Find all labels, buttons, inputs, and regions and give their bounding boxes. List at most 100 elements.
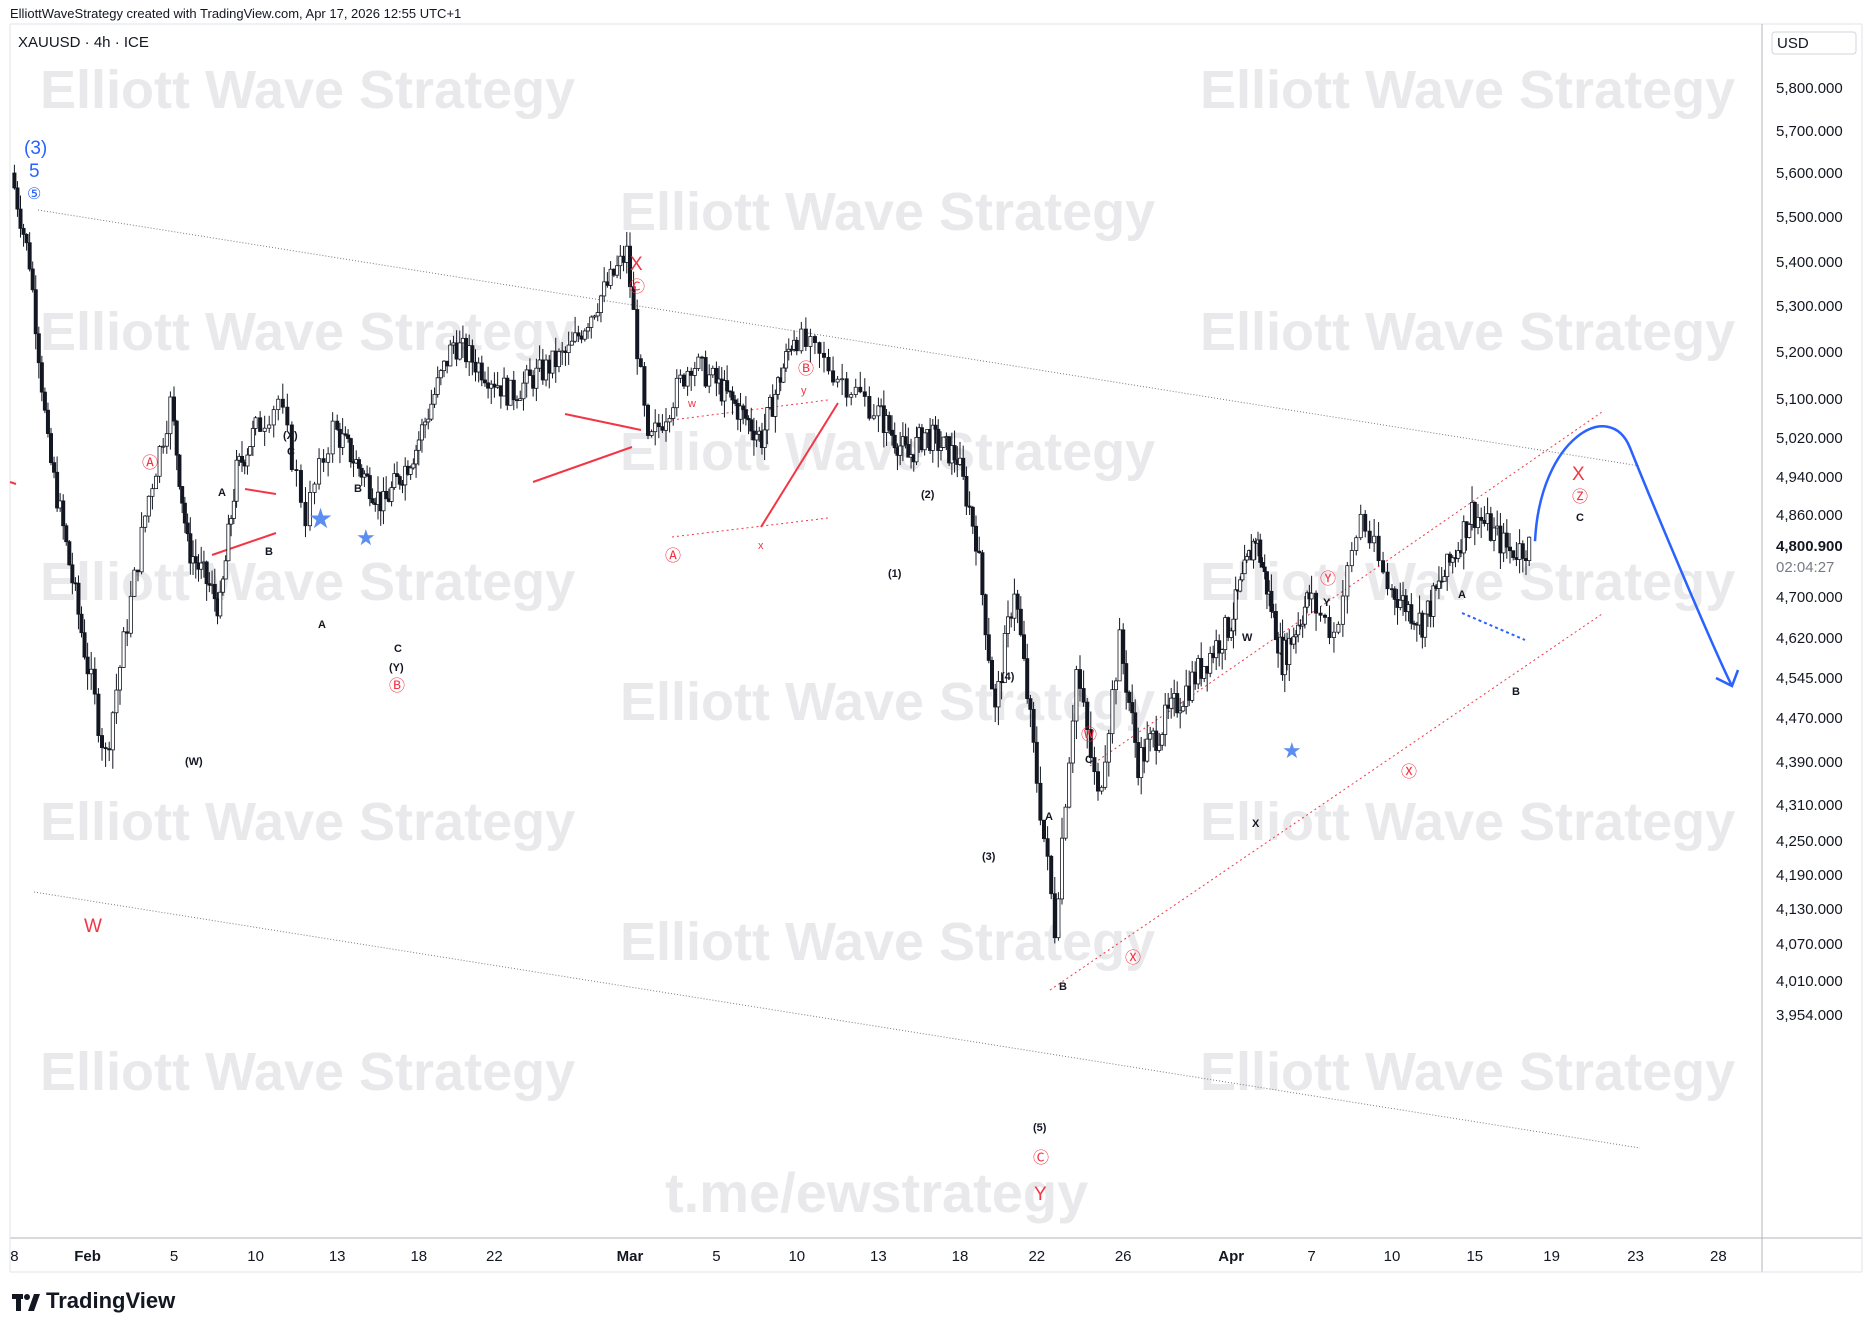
star-icon: ★ <box>308 503 333 534</box>
candle-bear <box>1511 550 1516 558</box>
time-axis[interactable]: 8 Feb 5 10 13 18 22 Mar 5 10 13 18 22 26 Apr 7 10 15 19 23 2… <box>10 1248 1727 1265</box>
candle-bull <box>671 407 676 419</box>
candle-bear <box>803 328 808 347</box>
watermark-brand: Elliott Wave Strategy <box>1200 792 1735 852</box>
candle-bear <box>1018 608 1023 636</box>
candle-bull <box>451 342 456 346</box>
candle-bull <box>150 488 155 497</box>
candle-bull <box>784 351 789 369</box>
wave-label-p2: (2) <box>921 489 935 501</box>
candle-bull <box>678 374 683 379</box>
candle-bear <box>212 583 217 600</box>
candle-bull <box>276 398 281 411</box>
candle-bull <box>1456 550 1461 559</box>
candle-bull <box>667 418 672 423</box>
candle-bear <box>831 370 836 383</box>
brand-watermarks: Elliott Wave Strategy Elliott Wave Strat… <box>40 60 1735 1224</box>
candle-bear <box>30 268 35 291</box>
candle-bull <box>930 424 935 451</box>
candle-bull <box>1148 733 1153 740</box>
candle-bull <box>1296 624 1301 636</box>
candle-bull <box>1291 636 1296 645</box>
candle-bull <box>1063 806 1068 839</box>
candle-bull <box>556 351 561 368</box>
candle-bull <box>408 467 413 475</box>
candle-bear <box>983 594 988 636</box>
candle-bull <box>914 437 919 463</box>
candle-bear <box>479 362 484 381</box>
candle-bear <box>1045 838 1050 857</box>
wave-label-W: W <box>84 916 102 937</box>
candle-bear <box>563 350 568 354</box>
time-tick-label: 19 <box>1543 1248 1560 1265</box>
candle-bull <box>423 421 428 426</box>
candle-bear <box>1175 693 1180 714</box>
wave-labels: (3) 5 ⑤ W Ⓐ (W) (X) C A B A B C (Y) Ⓑ X … <box>24 138 1588 1205</box>
candle-bear <box>367 475 372 500</box>
candle-bear <box>395 473 400 477</box>
candle-bear <box>741 405 746 411</box>
price-axis[interactable]: USD 5,800.000 5,700.000 5,600.000 5,500.000… <box>1771 31 1857 1024</box>
candle-bear <box>397 476 402 485</box>
candle-bear <box>1133 712 1138 743</box>
candle-bull <box>476 362 481 373</box>
candle-bear <box>79 613 84 634</box>
time-tick-label: 15 <box>1466 1248 1483 1265</box>
candle-bear <box>1088 729 1093 758</box>
currency-box[interactable] <box>1771 31 1857 55</box>
candle-bull <box>419 424 424 441</box>
candle-bear <box>733 399 738 404</box>
candle-bear <box>1504 532 1509 548</box>
candle-bull <box>1114 680 1119 691</box>
candle-bull <box>696 356 701 369</box>
candle-bull <box>118 667 123 691</box>
candle-bull <box>411 463 416 469</box>
candle-bear <box>605 281 610 286</box>
candle-bull <box>1354 537 1359 551</box>
candle-bull <box>1423 613 1428 638</box>
candle-bull <box>164 433 169 447</box>
candle-bear <box>961 457 966 477</box>
candle-bull <box>161 445 166 448</box>
candle-bull <box>773 393 778 417</box>
candle-bull <box>589 316 594 328</box>
candle-bear <box>540 359 545 381</box>
wave-label-B: B <box>265 546 273 558</box>
candle-bull <box>502 377 507 397</box>
candle-bear <box>1042 819 1047 840</box>
candle-bull <box>1067 762 1072 808</box>
watermark-brand: Elliott Wave Strategy <box>620 912 1155 972</box>
tradingview-logo[interactable]: TradingView <box>12 1288 175 1314</box>
wave-label-Y: Y <box>1034 1184 1047 1205</box>
candle-bear <box>1262 566 1267 573</box>
wave-label-circle-A: Ⓐ <box>665 547 681 565</box>
candle-bull <box>429 403 434 420</box>
candle-bull <box>569 340 574 346</box>
candle-bear <box>638 358 643 367</box>
candle-bull <box>438 370 443 379</box>
candle-bull <box>1293 634 1298 638</box>
candle-bull <box>754 433 759 441</box>
tradingview-logo-icon <box>12 1292 40 1311</box>
candle-bear <box>1081 688 1086 703</box>
watermark-brand: Elliott Wave Strategy <box>40 60 575 120</box>
trend-line <box>760 402 839 528</box>
candle-bear <box>703 357 708 387</box>
candle-bull <box>416 439 421 451</box>
candle-bear <box>1514 557 1519 560</box>
candle-bull <box>234 459 239 502</box>
candle-bear <box>33 289 38 335</box>
candle-bull <box>1527 536 1532 562</box>
price-tick-label: 4,620.000 <box>1776 630 1843 647</box>
candle-bull <box>245 454 250 467</box>
candle-bear <box>794 339 799 352</box>
candle-bear <box>64 525 69 543</box>
candle-bear <box>1031 708 1036 743</box>
candle-bull <box>524 369 529 384</box>
candle-bull <box>253 417 258 429</box>
candle-bull <box>876 405 881 417</box>
candle-bear <box>579 335 584 340</box>
candle-bull <box>624 245 629 263</box>
candle-bull <box>1106 733 1111 763</box>
